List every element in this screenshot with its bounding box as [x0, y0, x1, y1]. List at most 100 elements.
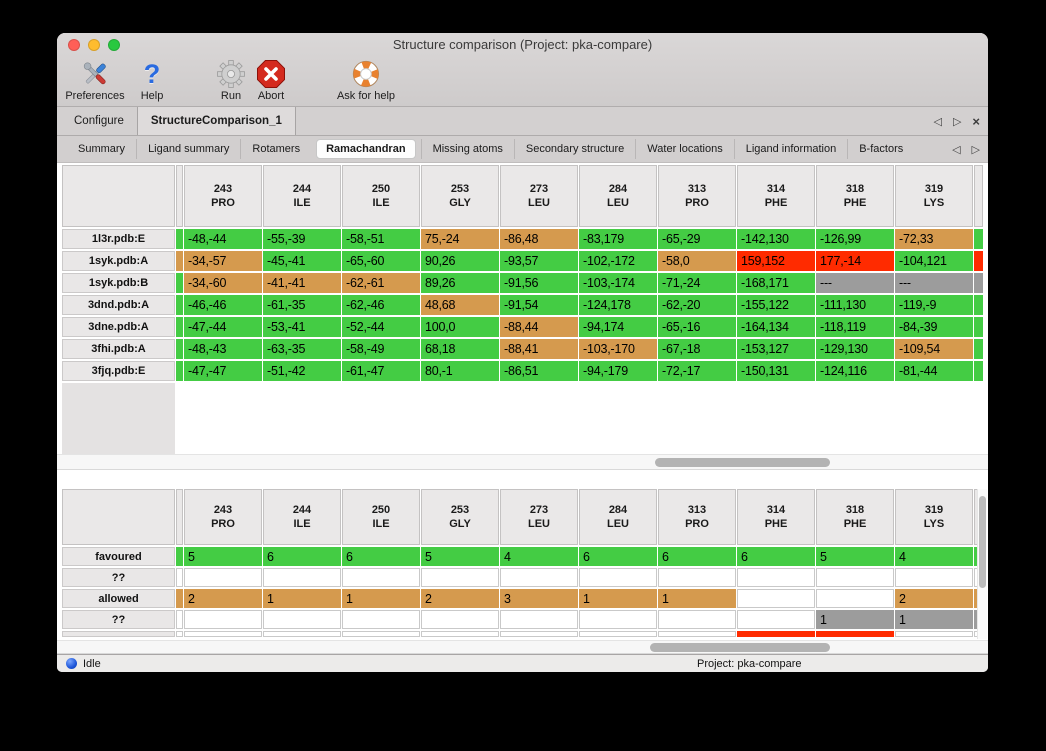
main-tab-bar: Configure StructureComparison_1 ◁ ▷ ×: [57, 107, 988, 136]
subtab-b-factors[interactable]: B-factors: [847, 139, 914, 159]
data-cell: -45,-41: [263, 251, 341, 271]
data-cell: -58,-49: [342, 339, 420, 359]
data-cell: 48,68: [421, 295, 499, 315]
tab-scroll-right-icon[interactable]: ▷: [952, 115, 962, 128]
summary-vertical-scrollbar[interactable]: [977, 489, 987, 639]
data-cell: [658, 631, 736, 637]
data-cell: -61,-47: [342, 361, 420, 381]
data-cell: [263, 610, 341, 629]
residue-name: ILE: [293, 518, 311, 530]
data-cell: [895, 568, 973, 587]
subtab-missing-atoms[interactable]: Missing atoms: [420, 139, 514, 159]
tab-controls: ◁ ▷ ×: [933, 107, 980, 135]
subtab-ligand-information[interactable]: Ligand information: [733, 139, 848, 159]
data-cell: 89,26: [421, 273, 499, 293]
data-cell: -129,130: [816, 339, 894, 359]
data-cell: [816, 589, 894, 608]
data-cell: -58,0: [658, 251, 736, 271]
data-cell: [421, 631, 499, 637]
subtab-ramachandran[interactable]: Ramachandran: [316, 139, 416, 159]
data-cell: -88,41: [500, 339, 578, 359]
data-cell: [579, 631, 657, 637]
residue-name: LEU: [528, 518, 550, 530]
row-label: 1syk.pdb:B: [62, 273, 175, 293]
row-left-edge-cell: [176, 295, 183, 315]
data-cell: -153,127: [737, 339, 815, 359]
data-cell: 5: [184, 547, 262, 566]
residue-number: 314: [766, 504, 786, 516]
summary-horizontal-scrollbar[interactable]: [57, 640, 988, 654]
data-cell: [421, 610, 499, 629]
subtab-ligand-summary[interactable]: Ligand summary: [136, 139, 240, 159]
minimize-button[interactable]: [88, 39, 100, 51]
data-cell: 100,0: [421, 317, 499, 337]
data-cell: 75,-24: [421, 229, 499, 249]
subtab-summary[interactable]: Summary: [78, 143, 126, 155]
data-cell: -150,131: [737, 361, 815, 381]
data-cell: 80,-1: [421, 361, 499, 381]
row-label: ??: [62, 568, 175, 587]
row-left-edge-cell: [176, 547, 183, 566]
data-cell: ---: [895, 273, 973, 293]
horizontal-scrollbar-thumb[interactable]: [650, 643, 830, 652]
row-label: 1l3r.pdb:E: [62, 229, 175, 249]
detail-horizontal-scrollbar[interactable]: [57, 454, 988, 470]
residue-number: 244: [292, 183, 312, 195]
gear-icon: [215, 59, 247, 89]
data-cell: [342, 631, 420, 637]
preferences-button[interactable]: Preferences: [65, 59, 125, 102]
residue-number: 253: [450, 504, 470, 516]
data-cell: [500, 610, 578, 629]
status-indicator-icon: [66, 658, 77, 669]
row-left-edge-cell: [176, 339, 183, 359]
tab-structurecomparison-1[interactable]: StructureComparison_1: [136, 107, 296, 135]
row-label: 3fjq.pdb:E: [62, 361, 175, 381]
toolbar-label: Abort: [257, 90, 285, 102]
label-column-filler: [62, 383, 175, 455]
data-cell: [658, 568, 736, 587]
subtab-rotamers[interactable]: Rotamers: [240, 139, 311, 159]
data-cell: 5: [816, 547, 894, 566]
column-header: 319 LYS: [895, 165, 973, 227]
subtab-scroll-right-icon[interactable]: ▷: [971, 143, 980, 156]
ask-for-help-button[interactable]: Ask for help: [337, 59, 395, 102]
zoom-button[interactable]: [108, 39, 120, 51]
data-cell: [184, 631, 262, 637]
data-cell: [658, 610, 736, 629]
abort-button[interactable]: Abort: [255, 59, 287, 102]
subtab-scroll-left-icon[interactable]: ◁: [952, 143, 961, 156]
row-right-edge-cell: [974, 229, 983, 249]
data-cell: 2: [421, 589, 499, 608]
subtab-water-locations[interactable]: Water locations: [635, 139, 733, 159]
data-cell: -34,-60: [184, 273, 262, 293]
column-header: 313 PRO: [658, 489, 736, 545]
row-right-edge-cell: [974, 295, 983, 315]
data-cell: -61,-35: [263, 295, 341, 315]
residue-name: GLY: [449, 197, 471, 209]
data-cell: -104,121: [895, 251, 973, 271]
data-cell: -58,-51: [342, 229, 420, 249]
tab-scroll-left-icon[interactable]: ◁: [933, 115, 942, 128]
residue-name: ILE: [293, 197, 311, 209]
residue-name: LEU: [607, 518, 629, 530]
tab-configure[interactable]: Configure: [74, 115, 124, 127]
vertical-scrollbar-thumb[interactable]: [979, 496, 986, 588]
tab-close-icon[interactable]: ×: [972, 113, 980, 129]
data-cell: 3: [500, 589, 578, 608]
header-edge-cell: [176, 165, 183, 227]
app-window: Structure comparison (Project: pka-compa…: [57, 33, 988, 672]
column-header: 314 PHE: [737, 165, 815, 227]
corner-header-cell: [62, 165, 175, 227]
horizontal-scrollbar-thumb[interactable]: [655, 458, 830, 467]
data-cell: -62,-61: [342, 273, 420, 293]
close-button[interactable]: [68, 39, 80, 51]
residue-name: PHE: [764, 518, 788, 530]
residue-name: PRO: [211, 197, 235, 209]
run-button[interactable]: Run: [215, 59, 247, 102]
subtab-secondary-structure[interactable]: Secondary structure: [513, 139, 635, 159]
help-button[interactable]: ? Help: [136, 59, 168, 102]
data-cell: -168,171: [737, 273, 815, 293]
row-label: favoured: [62, 547, 175, 566]
residue-name: ILE: [372, 518, 390, 530]
residue-name: LEU: [607, 197, 629, 209]
